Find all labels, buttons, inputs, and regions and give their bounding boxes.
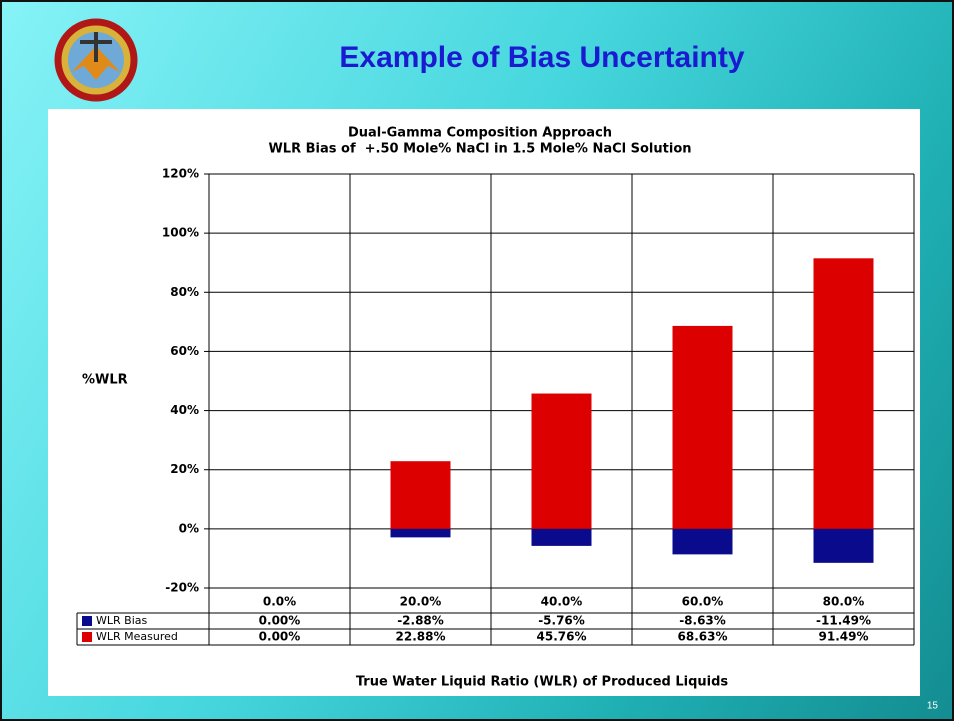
y-axis-label: %WLR <box>82 373 128 388</box>
table-value: -2.88% <box>397 614 444 628</box>
table-value: 22.88% <box>396 630 446 644</box>
y-tick-label: 0% <box>179 521 199 535</box>
y-tick-label: 60% <box>170 344 199 358</box>
x-tick-label: 0.0% <box>263 595 296 609</box>
x-tick-label: 80.0% <box>823 595 865 609</box>
legend-label: WLR Bias <box>96 614 147 627</box>
legend-swatch <box>82 632 92 642</box>
page-number: 15 <box>927 701 939 712</box>
legend-swatch <box>82 616 92 626</box>
chart-panel <box>48 109 920 696</box>
logo <box>54 18 138 102</box>
bar <box>531 528 592 546</box>
slide-title: Example of Bias Uncertainty <box>339 41 744 74</box>
bar <box>390 461 451 529</box>
y-tick-label: 40% <box>170 403 199 417</box>
x-axis-label: True Water Liquid Ratio (WLR) of Produce… <box>356 675 729 690</box>
y-tick-label: -20% <box>165 581 199 595</box>
chart-title: Dual-Gamma Composition Approach <box>348 126 612 141</box>
bar <box>531 393 592 529</box>
table-value: 91.49% <box>819 630 869 644</box>
y-tick-label: 20% <box>170 462 199 476</box>
table-value: -11.49% <box>816 614 871 628</box>
y-tick-label: 80% <box>170 285 199 299</box>
table-value: -8.63% <box>679 614 726 628</box>
bar <box>813 258 874 529</box>
x-tick-label: 60.0% <box>682 595 724 609</box>
bar <box>672 325 733 529</box>
chart-subtitle: WLR Bias of +.50 Mole% NaCl in 1.5 Mole%… <box>268 142 691 157</box>
x-tick-label: 20.0% <box>400 595 442 609</box>
bar <box>813 528 874 563</box>
table-value: 0.00% <box>259 630 301 644</box>
y-tick-label: 120% <box>162 167 199 181</box>
table-value: 0.00% <box>259 614 301 628</box>
bar <box>390 528 451 538</box>
bar <box>672 528 733 555</box>
legend-label: WLR Measured <box>96 630 178 643</box>
y-tick-label: 100% <box>162 226 199 240</box>
table-value: 45.76% <box>537 630 587 644</box>
table-value: -5.76% <box>538 614 585 628</box>
x-tick-label: 40.0% <box>541 595 583 609</box>
table-value: 68.63% <box>678 630 728 644</box>
